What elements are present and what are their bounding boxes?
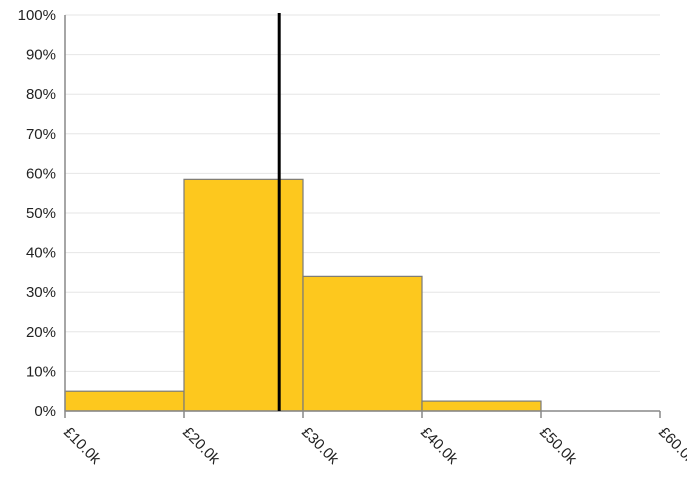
- histogram-bar: [302, 275, 423, 412]
- histogram-bar: [64, 390, 185, 412]
- y-tick-label: 50%: [26, 205, 56, 222]
- x-tick-label: £30.0k: [298, 424, 342, 468]
- x-tick-label: £40.0k: [417, 424, 461, 468]
- histogram-bar: [183, 178, 304, 412]
- y-tick-label: 40%: [26, 245, 56, 262]
- y-tick-label: 70%: [26, 126, 56, 143]
- y-tick-label: 80%: [26, 86, 56, 103]
- y-tick-label: 10%: [26, 363, 56, 380]
- x-tick-label: £60.0k: [655, 424, 687, 468]
- x-tick-label: £20.0k: [179, 424, 223, 468]
- y-tick-label: 90%: [26, 47, 56, 64]
- y-tick-label: 100%: [18, 7, 56, 24]
- y-tick-labels: 0% 10% 20% 30% 40% 50% 60% 70% 80% 90% 100%: [18, 7, 56, 420]
- histogram-bars: [64, 178, 542, 412]
- y-tick-label: 60%: [26, 165, 56, 182]
- y-tick-label: 0%: [34, 403, 56, 420]
- x-tick-labels: £10.0k £20.0k £30.0k £40.0k £50.0k £60.0k: [60, 424, 687, 468]
- y-tick-label: 20%: [26, 324, 56, 341]
- grid-lines: [65, 14, 660, 372]
- axes: [64, 15, 661, 418]
- x-tick-label: £10.0k: [60, 424, 104, 468]
- x-tick-label: £50.0k: [536, 424, 580, 468]
- histogram-bar: [421, 400, 542, 412]
- y-tick-label: 30%: [26, 284, 56, 301]
